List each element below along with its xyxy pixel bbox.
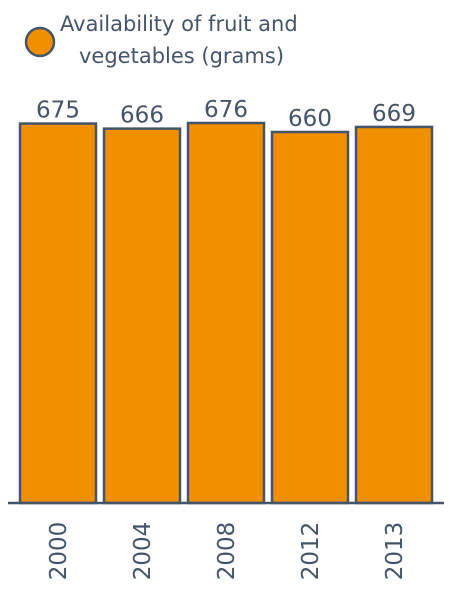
data-label-2004: 666 (120, 103, 164, 129)
data-label-2008: 676 (204, 97, 248, 123)
x-tick-label-2004: 2004 (130, 522, 156, 581)
bar-2000 (18, 122, 98, 505)
bar-2008 (186, 121, 266, 505)
legend-label-line-1: Availability of fruit and (60, 12, 298, 36)
x-tick-label-2008: 2008 (214, 522, 240, 581)
x-tick-label-2000: 2000 (46, 522, 72, 581)
legend-swatch (24, 26, 56, 58)
data-labels: 675 666 676 660 669 (36, 97, 416, 132)
bar-2013 (354, 125, 434, 505)
x-tick-label-2012: 2012 (298, 522, 324, 581)
data-label-2012: 660 (288, 106, 332, 132)
bars (18, 121, 434, 505)
legend-label-line-2: vegetables (grams) (79, 44, 284, 68)
data-label-2013: 669 (372, 101, 416, 127)
legend: Availability of fruit and vegetables (gr… (24, 12, 298, 68)
x-tick-label-2013: 2013 (382, 522, 408, 581)
x-tick-labels: 2000 2004 2008 2012 2013 (46, 522, 408, 581)
data-label-2000: 675 (36, 98, 80, 124)
bar-2012 (270, 130, 350, 505)
bar-2004 (102, 127, 182, 505)
